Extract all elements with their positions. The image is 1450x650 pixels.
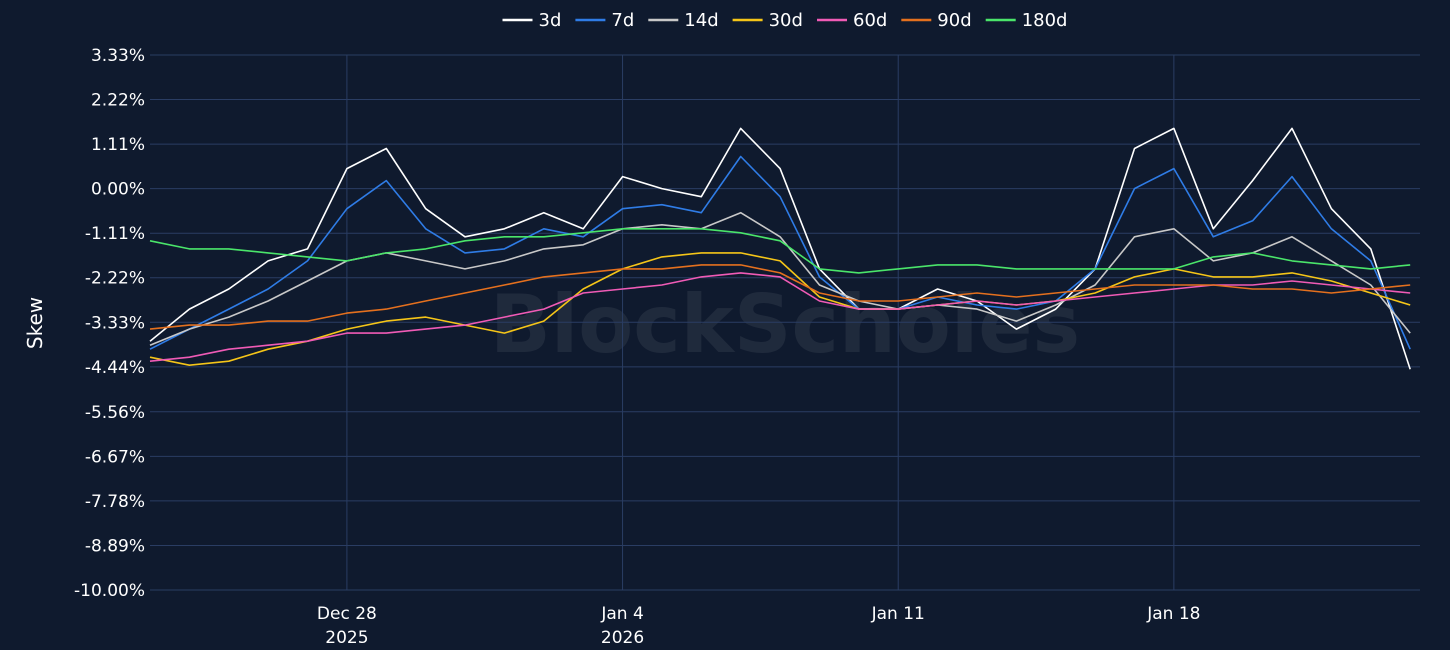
legend-label: 30d bbox=[769, 10, 803, 31]
legend-item-7d[interactable]: 7d bbox=[575, 10, 634, 31]
legend-item-90d[interactable]: 90d bbox=[901, 10, 972, 31]
legend-label: 90d bbox=[937, 10, 971, 31]
legend-label: 180d bbox=[1022, 10, 1068, 31]
series-lines bbox=[149, 127, 1411, 370]
legend-label: 3d bbox=[539, 10, 562, 31]
x-tick-label: Dec 28 bbox=[317, 604, 377, 624]
x-tick-label: Jan 18 bbox=[1146, 604, 1200, 624]
series-line-60d bbox=[149, 272, 1411, 362]
legend-item-60d[interactable]: 60d bbox=[817, 10, 887, 31]
series-line-7d bbox=[149, 155, 1411, 350]
y-tick-label: -6.67% bbox=[85, 447, 145, 467]
legend-item-180d[interactable]: 180d bbox=[985, 10, 1068, 31]
legend-item-14d[interactable]: 14d bbox=[648, 10, 719, 31]
y-tick-label: -10.00% bbox=[74, 581, 145, 601]
legend-label: 7d bbox=[611, 10, 634, 31]
y-tick-label: 0.00% bbox=[91, 180, 145, 200]
x-tick-label: Jan 4 bbox=[600, 604, 643, 624]
y-axis-title: Skew bbox=[23, 297, 47, 349]
series-line-90d bbox=[149, 264, 1411, 330]
y-tick-label: 3.33% bbox=[91, 46, 145, 66]
grid bbox=[150, 54, 1420, 591]
y-tick-label: -1.11% bbox=[85, 224, 145, 244]
series-line-180d bbox=[149, 228, 1411, 274]
x-tick-year-label: 2026 bbox=[601, 628, 644, 648]
x-axis-ticks: Dec 28 2025 Jan 4 2026 Jan 11 Jan 18 bbox=[317, 604, 1201, 648]
series-line-3d bbox=[149, 127, 1411, 370]
y-tick-label: -8.89% bbox=[85, 536, 145, 556]
legend-label: 14d bbox=[684, 10, 718, 31]
y-axis-ticks: 3.33% 2.22% 1.11% 0.00% -1.11% -2.22% -3.33% -4… bbox=[74, 46, 145, 601]
legend-item-30d[interactable]: 30d bbox=[732, 10, 803, 31]
y-tick-label: -3.33% bbox=[85, 313, 145, 333]
legend: 3d 7d 14d 30d 60d 90d 180d bbox=[502, 10, 1068, 31]
legend-item-3d[interactable]: 3d bbox=[502, 10, 562, 31]
y-tick-label: -7.78% bbox=[85, 492, 145, 512]
legend-label: 60d bbox=[853, 10, 887, 31]
series-line-30d bbox=[149, 252, 1411, 367]
y-tick-label: 1.11% bbox=[91, 135, 145, 155]
y-tick-label: -2.22% bbox=[85, 269, 145, 289]
x-tick-label: Jan 11 bbox=[871, 604, 925, 624]
y-tick-label: -4.44% bbox=[85, 358, 145, 378]
y-tick-label: -5.56% bbox=[85, 403, 145, 423]
x-tick-year-label: 2025 bbox=[325, 628, 368, 648]
y-tick-label: 2.22% bbox=[91, 91, 145, 111]
